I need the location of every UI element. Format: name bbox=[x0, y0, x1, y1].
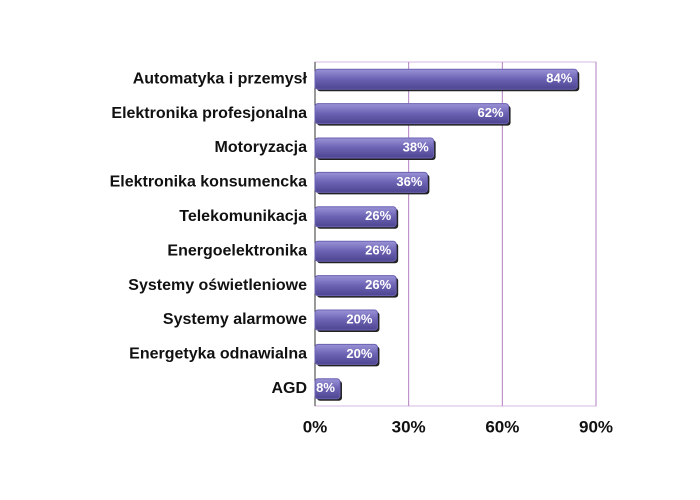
bar bbox=[314, 171, 428, 193]
bar bbox=[314, 240, 397, 262]
x-tick-label: 30% bbox=[392, 417, 426, 436]
value-label: 36% bbox=[396, 174, 422, 189]
y-tick-label: Telekomunikacja bbox=[179, 208, 307, 225]
bar bbox=[314, 275, 397, 297]
bar bbox=[314, 206, 397, 228]
x-tick-label: 90% bbox=[579, 417, 613, 436]
value-label: 20% bbox=[346, 311, 372, 326]
bar bbox=[314, 68, 578, 90]
y-tick-label: Energetyka odnawialna bbox=[129, 346, 307, 363]
y-tick-label: AGD bbox=[271, 380, 307, 397]
value-label: 26% bbox=[365, 208, 391, 223]
y-tick-label: Systemy alarmowe bbox=[163, 311, 307, 328]
y-tick-label: Energoelektronika bbox=[167, 242, 307, 259]
value-label: 84% bbox=[546, 71, 572, 86]
bar bbox=[314, 378, 341, 400]
bar bbox=[314, 343, 378, 365]
value-label: 38% bbox=[403, 139, 429, 154]
x-tick-label: 60% bbox=[485, 417, 519, 436]
value-label: 20% bbox=[346, 346, 372, 361]
y-tick-label: Elektronika profesjonalna bbox=[111, 105, 307, 122]
bar bbox=[314, 309, 378, 331]
value-label: 26% bbox=[365, 243, 391, 258]
bar bbox=[314, 103, 510, 125]
x-tick-label: 0% bbox=[303, 417, 328, 436]
bar bbox=[314, 137, 435, 159]
y-tick-label: Motoryzacja bbox=[215, 139, 308, 156]
y-tick-label: Elektronika konsumencka bbox=[110, 174, 308, 191]
y-tick-label: Automatyka i przemysł bbox=[133, 70, 308, 87]
value-label: 8% bbox=[316, 380, 335, 395]
y-tick-label: Systemy oświetleniowe bbox=[128, 277, 307, 294]
value-label: 62% bbox=[478, 105, 504, 120]
value-label: 26% bbox=[365, 277, 391, 292]
